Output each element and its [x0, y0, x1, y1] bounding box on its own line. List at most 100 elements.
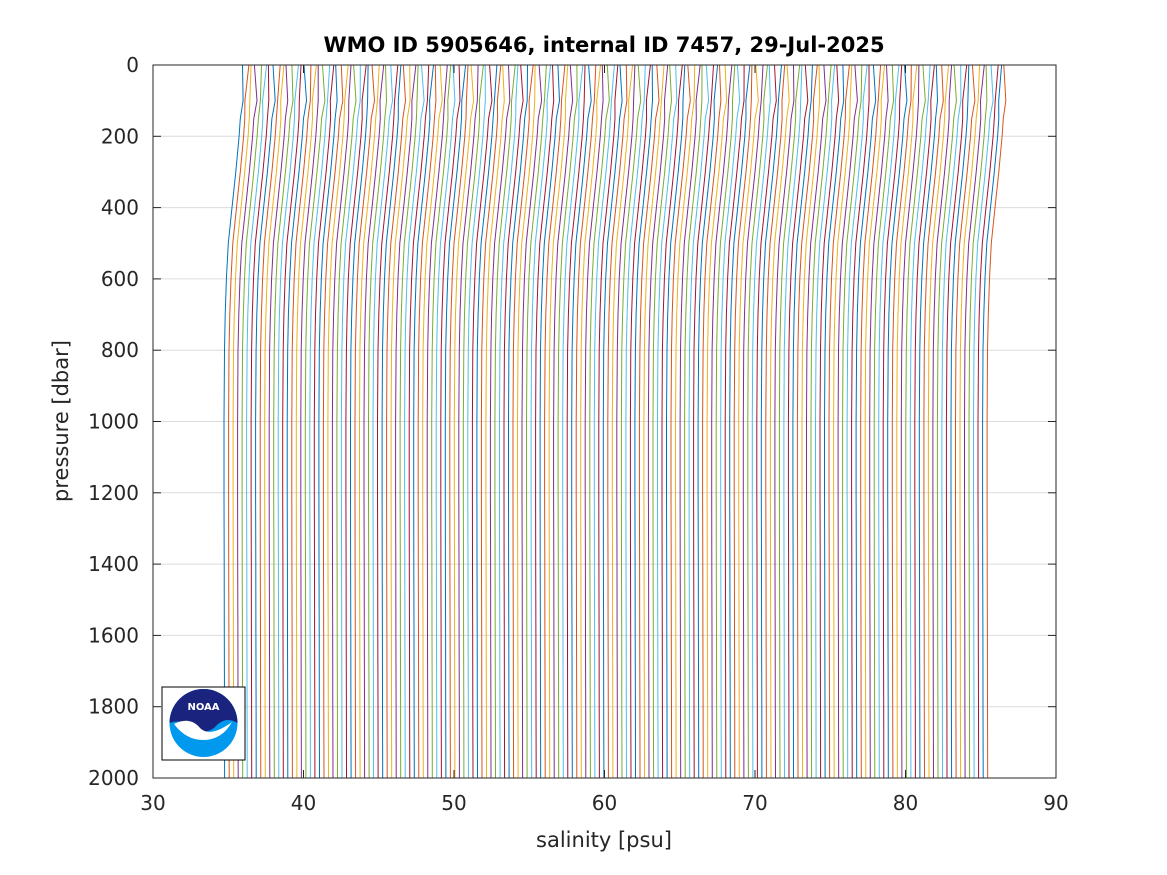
profile-line	[964, 64, 985, 779]
x-tick-label: 80	[893, 791, 918, 815]
profile-line	[246, 64, 268, 779]
y-tick-label: 1000	[88, 410, 139, 434]
profile-line	[503, 64, 524, 779]
y-tick-label: 200	[101, 124, 139, 148]
profile-line	[679, 64, 701, 779]
profile-line	[368, 64, 388, 779]
profile-line	[945, 64, 968, 779]
profile-line	[408, 64, 430, 779]
profile-line	[778, 64, 801, 779]
profile-line	[666, 64, 686, 779]
profile-line	[652, 64, 673, 779]
profile-line	[634, 64, 654, 779]
profile-line	[494, 64, 516, 779]
profile-line	[977, 64, 999, 779]
y-tick-label: 1400	[88, 552, 139, 576]
profile-line	[431, 64, 452, 779]
profile-line	[331, 64, 352, 779]
x-tick-label: 50	[441, 791, 466, 815]
profile-line	[259, 64, 281, 779]
profile-line	[300, 65, 319, 779]
profile-line	[232, 64, 252, 779]
profile-line	[815, 64, 836, 779]
profile-line	[593, 64, 615, 779]
profile-line	[273, 64, 294, 779]
profile-line	[896, 64, 918, 779]
profile-line	[706, 64, 728, 779]
profile-line	[268, 64, 289, 779]
profile-line	[891, 64, 912, 779]
profile-line	[792, 64, 813, 779]
profile-line	[422, 64, 443, 779]
profile-line	[228, 64, 250, 779]
profile-line	[738, 64, 759, 779]
profile-line	[476, 64, 498, 779]
y-tick-label: 400	[101, 196, 139, 220]
logo-label: NOAA	[187, 702, 219, 713]
profile-line	[386, 64, 407, 779]
profile-line	[426, 64, 448, 779]
profile-line	[905, 64, 926, 779]
profile-line	[444, 64, 467, 779]
profile-line	[264, 64, 285, 779]
profile-line	[720, 64, 741, 779]
profile-line	[711, 64, 733, 779]
profile-line	[787, 64, 809, 779]
profile-line	[616, 64, 636, 779]
profile-line	[973, 64, 994, 779]
profile-line	[237, 64, 258, 779]
profile-line	[675, 64, 696, 779]
profile-line	[359, 64, 380, 779]
profile-line	[571, 64, 592, 779]
profile-line	[751, 64, 771, 779]
profile-line	[824, 64, 845, 779]
profile-line	[340, 64, 361, 779]
profile-line	[769, 64, 790, 779]
profile-line	[449, 64, 469, 779]
profile-line	[968, 64, 988, 779]
profile-line	[724, 64, 745, 779]
profile-line	[900, 64, 920, 779]
profile-line	[399, 64, 419, 779]
profile-line	[611, 64, 634, 779]
profile-line	[562, 64, 584, 779]
y-tick-label: 1600	[88, 623, 139, 647]
profile-line	[485, 64, 505, 779]
profile-line	[846, 64, 868, 779]
profile-line	[508, 64, 528, 779]
profile-line	[548, 64, 569, 779]
profile-line	[453, 64, 475, 779]
profile-line	[697, 64, 719, 779]
x-axis-title: salinity [psu]	[536, 828, 672, 852]
profile-line	[291, 64, 312, 779]
profile-line	[435, 64, 456, 779]
axis-ticks: 30 40 50 60 70 80 90 0 200 400 600 800 1000 1200 1400 1…	[88, 53, 1069, 815]
y-axis-title: pressure [dbar]	[49, 340, 73, 502]
profile-line	[882, 64, 903, 779]
profile-line	[309, 64, 331, 779]
profile-line	[327, 64, 349, 779]
noaa-logo: NOAA	[161, 686, 246, 761]
profile-line	[517, 64, 536, 779]
profile-line	[828, 64, 850, 779]
profile-line	[774, 64, 795, 779]
profile-line	[986, 64, 1007, 779]
profile-line	[544, 64, 566, 779]
profile-line	[955, 64, 976, 779]
profile-line	[489, 64, 511, 779]
x-tick-label: 40	[291, 791, 316, 815]
profile-line	[584, 64, 604, 779]
profile-line	[417, 64, 437, 779]
profile-line	[575, 64, 597, 779]
profile-line	[322, 64, 344, 779]
profile-line	[765, 64, 786, 779]
profile-line	[381, 64, 402, 779]
profile-line	[887, 64, 908, 779]
profile-line	[277, 64, 299, 779]
x-tick-label: 30	[140, 791, 165, 815]
profile-line	[377, 64, 399, 779]
profile-line	[950, 64, 970, 779]
profile-line	[462, 64, 484, 779]
profile-line	[982, 64, 1003, 779]
